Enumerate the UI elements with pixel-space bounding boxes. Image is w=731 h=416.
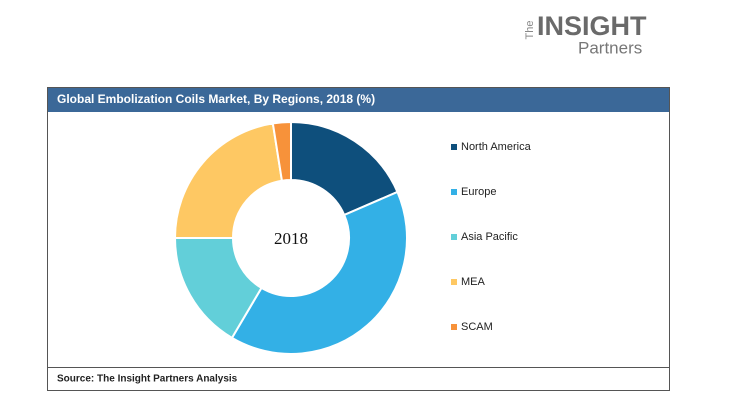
donut-segment (173, 122, 284, 239)
title-bar (48, 88, 669, 112)
legend-swatch (451, 234, 457, 240)
donut-segment (290, 120, 399, 217)
logo-insight: INSIGHT (537, 11, 647, 41)
legend-swatch (451, 144, 457, 150)
legend-swatch (451, 189, 457, 195)
plot: North America Europe Asia Pacific MEA SCAM (173, 120, 532, 355)
logo: The INSIGHT Partners (524, 11, 647, 57)
legend-swatch (451, 324, 457, 330)
logo-partners: Partners (578, 38, 642, 57)
legend-label: Europe (461, 186, 496, 198)
source: Source: The Insight Partners Analysis (57, 374, 238, 385)
legend-label: Asia Pacific (461, 231, 518, 243)
legend-label: SCAM (461, 321, 493, 333)
donut-segment (230, 190, 408, 355)
legend-label: MEA (461, 276, 486, 288)
legend-swatch (451, 279, 457, 285)
chart-title: Global Embolization Coils Market, By Reg… (57, 92, 375, 106)
center-label: 2018 (274, 229, 308, 248)
legend-label: North America (461, 141, 532, 153)
donut-segment (271, 120, 292, 182)
logo-the: The (524, 21, 536, 40)
